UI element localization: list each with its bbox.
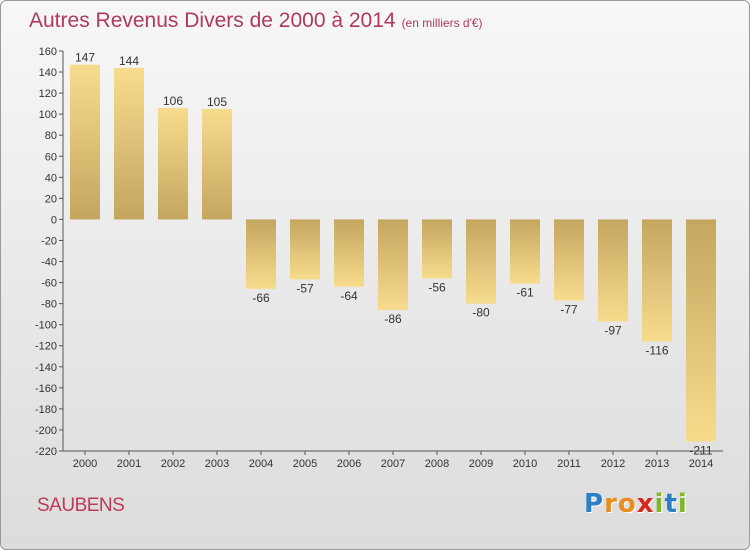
y-axis: 160 140 120 100 80 60 40 20 0 -20 -40 -60 -80 -100 -12… xyxy=(35,46,64,458)
y-tick-label: 20 xyxy=(45,193,57,205)
y-tick-label: 120 xyxy=(39,88,57,100)
bar-2010 xyxy=(510,219,540,284)
x-tick-label: 2007 xyxy=(381,458,405,470)
value-label-2010: -61 xyxy=(516,286,534,300)
x-tick-label: 2013 xyxy=(645,458,669,470)
x-tick-label: 2006 xyxy=(337,458,361,470)
bar-2009 xyxy=(466,219,496,304)
x-axis: 2000 2001 2002 2003 2004 2005 2006 2007 2008 2009… xyxy=(63,450,723,470)
x-tick-label: 2001 xyxy=(117,458,141,470)
y-tick-label: 140 xyxy=(39,67,57,79)
value-label-2005: -57 xyxy=(296,281,314,295)
x-tick-label: 2008 xyxy=(425,458,449,470)
y-tick-label: 160 xyxy=(39,46,57,58)
y-tick-label: 100 xyxy=(39,109,57,121)
value-label-2002: 106 xyxy=(163,94,183,108)
value-label-2004: -66 xyxy=(252,291,270,305)
y-tick-label: -100 xyxy=(35,320,57,332)
value-label-2009: -80 xyxy=(472,306,490,320)
bar-2002 xyxy=(158,107,188,220)
value-label-2000: 147 xyxy=(75,51,95,65)
x-tick-label: 2002 xyxy=(161,458,185,470)
y-tick-label: -220 xyxy=(35,446,57,458)
bar-2014 xyxy=(686,219,716,442)
y-tick-label: -180 xyxy=(35,404,57,416)
bars xyxy=(70,64,716,442)
y-tick-label: -200 xyxy=(35,425,57,437)
y-tick-label: -60 xyxy=(41,278,57,290)
bar-2001 xyxy=(114,67,144,220)
value-label-2013: -116 xyxy=(645,344,668,358)
value-label-2006: -64 xyxy=(340,289,358,303)
value-labels: 147 144 106 105 -66 -57 -64 -86 -56 -80 -61 -77 -97 -… xyxy=(75,51,713,458)
y-tick-label: 40 xyxy=(45,172,57,184)
x-tick-label: 2012 xyxy=(601,458,625,470)
chart-title-text: Autres Revenus Divers de 2000 à 2014 xyxy=(29,9,396,32)
y-tick-label: 80 xyxy=(45,130,57,142)
y-tick-label: -40 xyxy=(41,257,57,269)
y-tick-label: -160 xyxy=(35,383,57,395)
y-tick-label: 60 xyxy=(45,151,57,163)
bar-2007 xyxy=(378,219,408,310)
x-tick-label: 2004 xyxy=(249,458,273,470)
bar-2011 xyxy=(554,219,584,301)
value-label-2011: -77 xyxy=(560,302,578,316)
bar-2006 xyxy=(334,219,364,287)
y-tick-label: 0 xyxy=(51,214,57,226)
y-tick-label: -20 xyxy=(41,235,57,247)
x-tick-label: 2009 xyxy=(469,458,493,470)
x-tick-label: 2003 xyxy=(205,458,229,470)
y-tick-label: -80 xyxy=(41,299,57,311)
x-tick-label: 2000 xyxy=(73,458,97,470)
commune-name: SAUBENS xyxy=(37,495,125,516)
value-label-2001: 144 xyxy=(119,54,139,68)
bar-2003 xyxy=(202,108,232,220)
chart-title: Autres Revenus Divers de 2000 à 2014 (en … xyxy=(29,9,483,33)
chart-unit: (en milliers d'€) xyxy=(401,16,483,30)
x-tick-label: 2010 xyxy=(513,458,537,470)
y-tick-label: -120 xyxy=(35,341,57,353)
value-label-2012: -97 xyxy=(604,324,622,338)
bar-2012 xyxy=(598,219,628,322)
value-label-2007: -86 xyxy=(384,312,402,326)
bar-2008 xyxy=(422,219,452,279)
value-label-2014: -211 xyxy=(689,444,712,458)
value-label-2003: 105 xyxy=(207,95,227,109)
bar-2005 xyxy=(290,219,320,280)
x-tick-label: 2014 xyxy=(689,458,713,470)
value-label-2008: -56 xyxy=(428,280,446,294)
bar-2013 xyxy=(642,219,672,342)
bar-2000 xyxy=(70,64,100,220)
proxiti-logo[interactable]: Proxiti xyxy=(584,489,688,519)
x-tick-label: 2005 xyxy=(293,458,317,470)
y-tick-label: -140 xyxy=(35,362,57,374)
bar-2004 xyxy=(246,219,276,289)
x-tick-label: 2011 xyxy=(557,458,581,470)
